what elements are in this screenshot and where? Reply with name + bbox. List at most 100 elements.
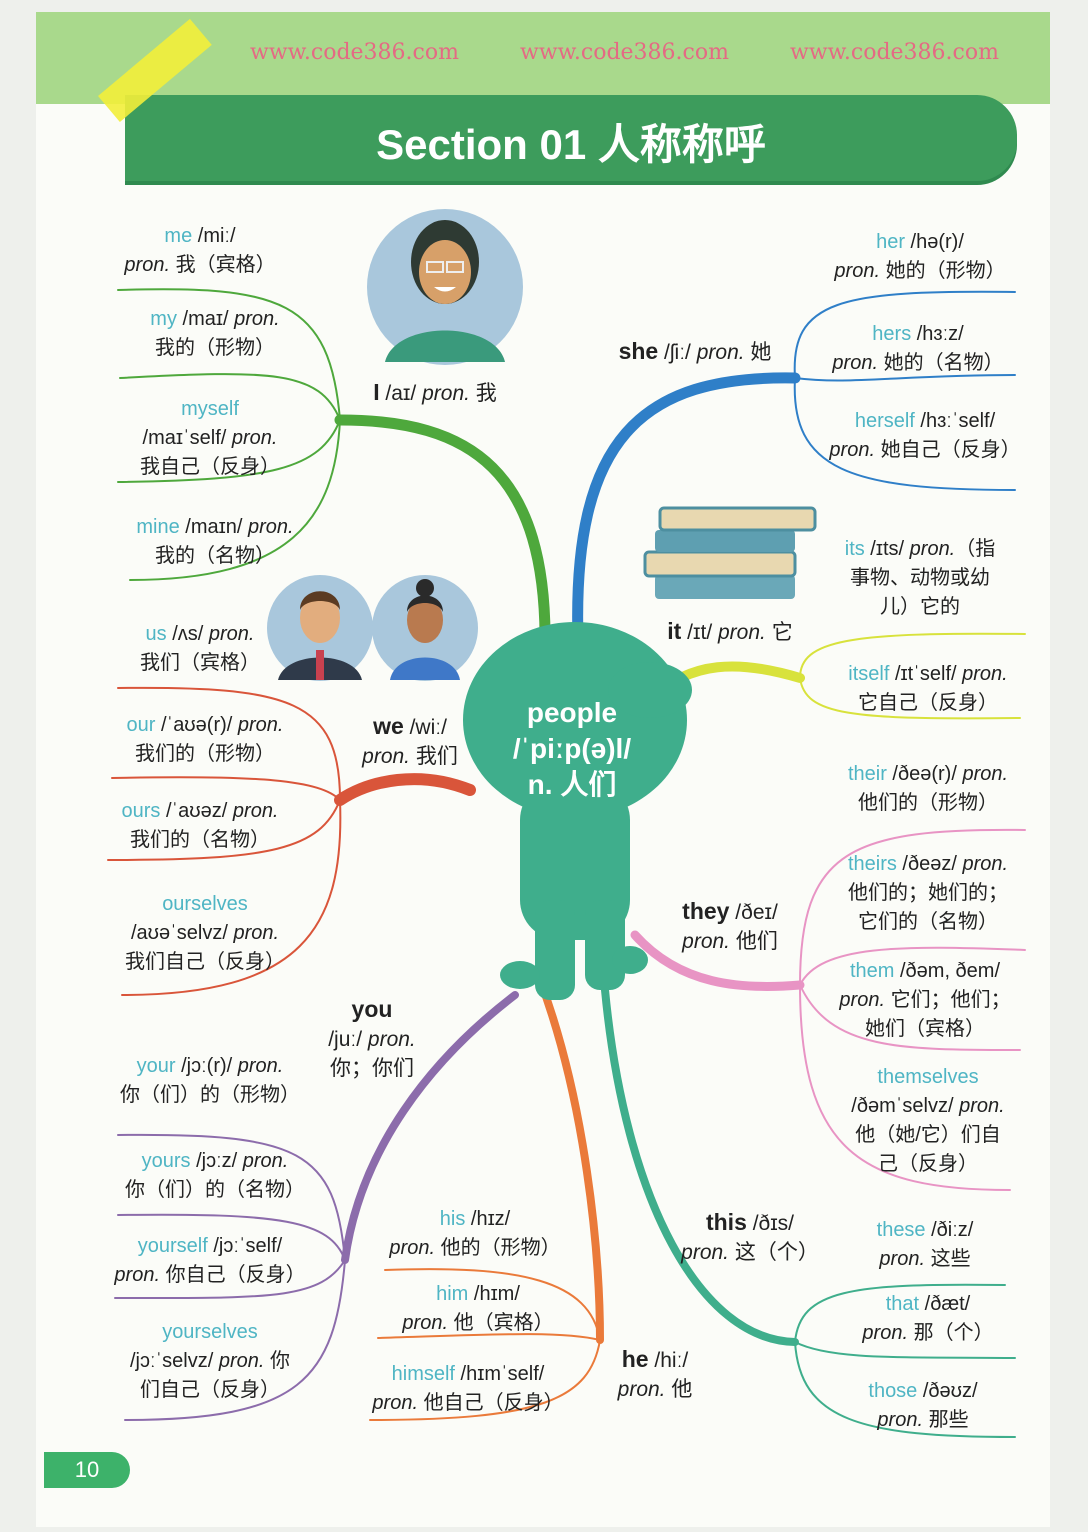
leaf-word: these bbox=[876, 1219, 926, 1241]
leaf-line: 我们的（形物） bbox=[134, 743, 275, 765]
leaf-word: our bbox=[126, 714, 156, 736]
leaf-line: 你（们）的（形物） bbox=[120, 1084, 300, 1106]
hub-word: they bbox=[682, 898, 730, 924]
center-node: people /ˈpiːp(ə)l/ n. 人们 bbox=[513, 695, 631, 803]
hub-line: pron. 他们 bbox=[682, 930, 778, 953]
people-silhouette bbox=[463, 622, 692, 1000]
leaf-line: your /jɔː(r)/ pron. bbox=[136, 1055, 284, 1077]
watermark: www.code386.com bbox=[520, 40, 729, 65]
hub-word: it bbox=[667, 618, 682, 644]
leaf-word: itself bbox=[848, 663, 890, 685]
leaf-me: me /miː/pron. 我（宾格） bbox=[124, 222, 275, 280]
leaf-line: theirs /ðeəz/ pron. bbox=[847, 853, 1009, 875]
girl-avatar bbox=[367, 209, 523, 365]
branch-they bbox=[630, 930, 805, 991]
leaf-these: these /ðiːz/pron. 这些 bbox=[877, 1216, 974, 1274]
hub-word: he bbox=[621, 1346, 649, 1372]
leaf-herself: herself /hɜːˈself/pron. 她自己（反身） bbox=[829, 407, 1020, 465]
leaf-line: yourself /jɔːˈself/ bbox=[137, 1235, 283, 1257]
leaf-line: himself /hɪmˈself/ bbox=[391, 1363, 545, 1385]
leaf-line: /jɔːˈselvz/ pron. 你 bbox=[129, 1350, 291, 1372]
leaf-line: pron. 她的（名物） bbox=[832, 352, 1004, 374]
leaf-itself: itself /ɪtˈself/ pron. 它自己（反身） bbox=[848, 660, 1007, 718]
leaf-word: ours bbox=[121, 800, 161, 822]
leaf-word: himself bbox=[391, 1363, 455, 1385]
hub-word: this bbox=[705, 1209, 747, 1235]
woman-avatar bbox=[372, 575, 478, 681]
leaf-line: pron. 她自己（反身） bbox=[829, 439, 1021, 461]
leaf-theirs: theirs /ðeəz/ pron. 他们的；她们的； 它们的（名物） bbox=[848, 850, 1008, 937]
leaf-them: them /ðəm, ðem/pron. 它们；他们； 她们（宾格） bbox=[839, 957, 1010, 1044]
hub-line: I /aɪ/ pron. 我 bbox=[373, 379, 497, 405]
leaf-word: him bbox=[436, 1283, 469, 1305]
leaf-his: his /hɪz/pron. 他的（形物） bbox=[389, 1205, 560, 1263]
leaf-word: its bbox=[844, 538, 865, 560]
center-ipa: /ˈpiːp(ə)l/ bbox=[512, 733, 632, 764]
center-meaning: n. 人们 bbox=[527, 769, 617, 800]
hub-word: I bbox=[373, 379, 380, 405]
hub-word: she bbox=[618, 338, 659, 364]
leaf-line: herself /hɜːˈself/ bbox=[854, 410, 996, 432]
leaf-yourselves: yourselves/jɔːˈselvz/ pron. 你们自己（反身） bbox=[130, 1318, 290, 1405]
watermark: www.code386.com bbox=[790, 40, 999, 65]
leaf-line: these /ðiːz/ bbox=[876, 1219, 974, 1241]
leaf-line: pron. 你自己（反身） bbox=[114, 1264, 306, 1286]
leaf-yourself: yourself /jɔːˈself/pron. 你自己（反身） bbox=[114, 1232, 305, 1290]
leaf-word: theirs bbox=[847, 853, 897, 875]
leaf-word: his bbox=[439, 1208, 466, 1230]
leaf-line: mine /maɪn/ pron. bbox=[136, 516, 294, 538]
leaf-line: our /ˈaʊə(r)/ pron. bbox=[126, 714, 284, 736]
leaf-word: those bbox=[868, 1380, 918, 1402]
leaf-word: yourself bbox=[137, 1235, 208, 1257]
watermark: www.code386.com bbox=[250, 40, 459, 65]
leaf-themselves: themselves/ðəmˈselvz/ pron. 他（她/它）们自 己（反身） bbox=[851, 1063, 1004, 1179]
leaf-line: 我们（宾格） bbox=[140, 652, 260, 674]
leaf-line: 她们（宾格） bbox=[865, 1018, 985, 1040]
leaf-us: us /ʌs/ pron. 我们（宾格） bbox=[140, 620, 260, 678]
leaf-line: 我的（形物） bbox=[155, 337, 275, 359]
leaf-word: themselves bbox=[877, 1066, 979, 1088]
leaf-line: pron. 她的（形物） bbox=[834, 260, 1006, 282]
leaf-their: their /ðeə(r)/ pron. 他们的（形物） bbox=[848, 760, 1008, 818]
hub-word: you bbox=[351, 996, 393, 1022]
leaf-himself: himself /hɪmˈself/pron. 他自己（反身） bbox=[372, 1360, 563, 1418]
leaf-line: 儿）它的 bbox=[880, 596, 960, 618]
leaf-word: them bbox=[849, 960, 895, 982]
leaf-line: pron. 它们；他们； bbox=[839, 989, 1011, 1011]
leaf-line: 我自己（反身） bbox=[140, 456, 280, 478]
hub-it: it /ɪt/ pron. 它 bbox=[667, 617, 792, 647]
leaf-her: her /hə(r)/ pron. 她的（形物） bbox=[834, 228, 1005, 286]
hub-line: pron. 他 bbox=[617, 1378, 693, 1401]
leaf-line: me /miː/ bbox=[164, 225, 236, 247]
leaf-line: /aʊəˈselvz/ pron. bbox=[130, 922, 280, 944]
leaf-line: 我的（名物） bbox=[155, 545, 275, 567]
leaf-line: those /ðəʊz/ bbox=[868, 1380, 978, 1402]
leaf-line: him /hɪm/ bbox=[436, 1283, 520, 1305]
leaf-line: itself /ɪtˈself/ pron. bbox=[848, 663, 1008, 685]
leaf-line: 我们的（名物） bbox=[130, 829, 270, 851]
leaf-word: herself bbox=[854, 410, 915, 432]
leaf-line: themselves bbox=[851, 1063, 1004, 1092]
leaf-word: mine bbox=[136, 516, 180, 538]
leaf-word: me bbox=[164, 225, 193, 247]
hub-line: it /ɪt/ pron. 它 bbox=[667, 618, 793, 644]
leaf-word: your bbox=[136, 1055, 176, 1077]
branch-he bbox=[536, 976, 604, 1344]
hub-we: we /wiː/pron. 我们 bbox=[362, 712, 458, 771]
section-title: Section 01 人称称呼 bbox=[376, 121, 766, 168]
hub-line: pron. 这（个） bbox=[681, 1241, 819, 1264]
leaf-line: 事物、动物或幼 bbox=[850, 567, 990, 589]
leaf-line: 你（们）的（名物） bbox=[125, 1179, 305, 1201]
hub-I: I /aɪ/ pron. 我 bbox=[373, 378, 497, 408]
top-band bbox=[36, 12, 1050, 104]
leaf-word: hers bbox=[872, 323, 912, 345]
leaf-line: 他（她/它）们自 bbox=[855, 1124, 1001, 1146]
books-illustration bbox=[643, 506, 817, 599]
leaf-its: its /ɪts/ pron.（指 事物、动物或幼 儿）它的 bbox=[845, 535, 996, 622]
leaf-line: /maɪˈself/ pron. bbox=[142, 427, 278, 449]
hub-he: he /hiː/pron. 他 bbox=[618, 1345, 693, 1404]
leaf-line: pron. 这些 bbox=[879, 1248, 971, 1270]
leaf-line: their /ðeə(r)/ pron. bbox=[847, 763, 1009, 785]
branch-you bbox=[341, 991, 519, 1264]
leaf-line: us /ʌs/ pron. bbox=[145, 623, 255, 645]
